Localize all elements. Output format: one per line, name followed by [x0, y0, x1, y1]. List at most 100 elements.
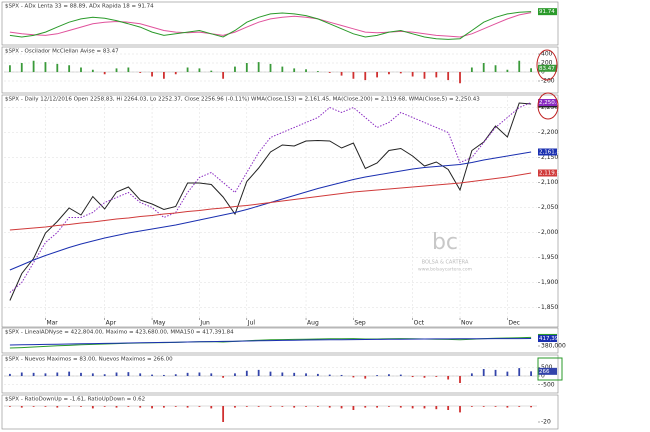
bar	[139, 72, 142, 73]
bar	[423, 406, 426, 409]
bar	[328, 374, 331, 376]
bar	[293, 372, 296, 376]
bar	[269, 63, 272, 72]
bar	[316, 406, 319, 407]
y-tick-label: 200	[541, 60, 553, 67]
value-badge	[538, 99, 557, 106]
bar	[470, 373, 473, 376]
bar	[210, 373, 213, 376]
bar	[494, 369, 497, 376]
bar	[459, 376, 461, 383]
x-tick-label: Dec	[508, 320, 520, 327]
bar	[80, 406, 82, 407]
y-tick-label: 0	[541, 373, 545, 380]
bar	[411, 72, 414, 77]
bar	[459, 406, 461, 413]
value-badge	[538, 367, 557, 375]
bar	[340, 406, 343, 409]
bar	[174, 406, 177, 407]
value-badge-label: 2,250.43	[539, 100, 564, 106]
series-line	[9, 172, 532, 231]
bar	[151, 406, 153, 409]
bar	[56, 63, 59, 72]
bar	[411, 376, 414, 378]
bar	[32, 60, 35, 72]
bar	[518, 368, 521, 376]
x-tick-label: Aug	[307, 320, 319, 327]
bar	[163, 72, 165, 79]
bar	[174, 72, 177, 75]
y-tick-label: 400	[541, 51, 553, 58]
bar	[127, 406, 130, 407]
bar	[139, 406, 142, 408]
bar	[198, 406, 201, 407]
bar	[127, 372, 130, 376]
bar	[174, 374, 177, 376]
value-badge	[538, 169, 557, 177]
bar	[245, 63, 248, 72]
bar	[399, 406, 402, 408]
bar	[364, 376, 367, 379]
bar	[269, 406, 272, 407]
y-tick-label: 2,100	[541, 179, 558, 186]
bar	[399, 374, 402, 376]
bar	[68, 65, 71, 72]
value-badge-label: 91.74	[539, 9, 555, 15]
bar	[328, 72, 331, 73]
bar	[20, 63, 23, 72]
bar	[518, 60, 521, 72]
panel-frame	[1, 46, 559, 94]
x-tick-label: Sep	[354, 320, 366, 327]
bar	[234, 406, 236, 408]
highlight-circle	[536, 49, 558, 81]
bar	[9, 373, 11, 376]
bar	[186, 372, 189, 376]
bar	[293, 406, 296, 408]
bar	[352, 376, 355, 378]
bar	[470, 67, 473, 72]
panel-frame	[1, 354, 559, 394]
bar	[234, 373, 236, 376]
y-tick-label: -20	[541, 419, 551, 426]
bar	[151, 72, 153, 77]
bar	[234, 66, 236, 72]
bar	[530, 68, 532, 72]
bar	[44, 62, 47, 72]
bar	[103, 374, 106, 376]
y-tick-label: 380,000	[541, 343, 566, 350]
bar	[91, 69, 94, 72]
bar	[245, 406, 248, 407]
panel-title: $SPX - Oscilador McClellan Avise = 83.47	[5, 49, 119, 55]
bar	[127, 67, 130, 72]
bar	[447, 72, 450, 81]
bar	[210, 406, 213, 409]
value-badge-label: 266	[539, 369, 550, 375]
bar	[91, 406, 94, 409]
highlight-circle	[537, 92, 559, 120]
bar	[530, 371, 532, 376]
y-tick-label: -500	[541, 381, 555, 388]
bar	[222, 376, 225, 378]
bar	[32, 372, 35, 376]
bar	[494, 65, 497, 72]
bar	[423, 72, 426, 79]
bar	[352, 72, 355, 79]
bar	[68, 406, 71, 407]
bar	[482, 406, 485, 407]
bar	[80, 67, 82, 72]
panel-title: $SPX - LinealADNyse = 422,804.00, Maximo…	[5, 330, 234, 336]
bar	[423, 376, 426, 378]
bar	[506, 371, 509, 376]
value-badge-label: 417,392	[539, 336, 562, 342]
bar	[281, 66, 284, 72]
bar	[44, 406, 47, 407]
bar	[20, 406, 23, 408]
bar	[269, 371, 272, 376]
bar	[91, 373, 94, 376]
bar	[447, 376, 450, 380]
bar	[198, 68, 201, 72]
y-tick-label: 0	[541, 69, 545, 76]
y-tick-label: 500	[541, 364, 553, 371]
bar	[293, 68, 296, 72]
bar	[103, 72, 106, 75]
